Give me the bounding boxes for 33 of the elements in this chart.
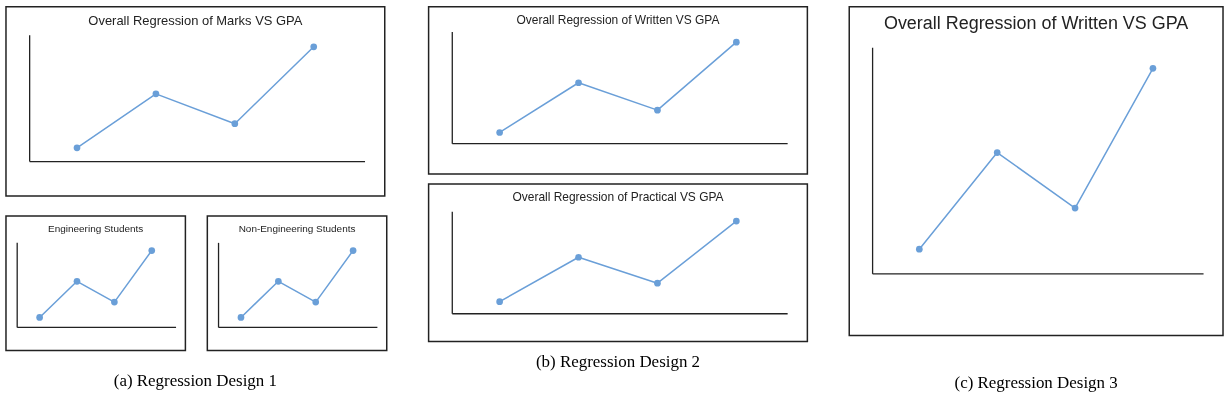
chart-title: Overall Regression of Written VS GPA [516,12,720,27]
chart-title: Non-Engineering Students [238,222,356,234]
point [231,120,239,128]
point [654,279,661,287]
point [1149,64,1157,72]
point [654,106,661,114]
point [496,129,503,136]
point [237,314,245,321]
point [152,90,160,98]
text: (c) Regression Design 3 [954,373,1118,393]
point [73,144,81,152]
point [275,277,282,285]
point [496,298,503,306]
point [575,253,582,261]
point [575,79,582,87]
point [733,217,740,225]
point [993,149,1001,156]
point [1071,204,1079,212]
point [312,298,320,306]
chart-title: Engineering Students [48,222,144,234]
point [148,247,156,254]
chart-title: Overall Regression of Marks VS GPA [88,12,303,28]
point [310,43,318,51]
text: (b) Regression Design 2 [535,352,701,372]
point [915,245,923,253]
point [73,277,81,285]
point [733,38,740,46]
point [111,298,118,306]
text: (a) Regression Design 1 [113,371,277,391]
point [349,247,357,254]
point [36,314,43,321]
chart-title: Overall Regression of Practical VS GPA [512,190,724,204]
chart-title: Overall Regression of Written VS GPA [883,12,1189,33]
